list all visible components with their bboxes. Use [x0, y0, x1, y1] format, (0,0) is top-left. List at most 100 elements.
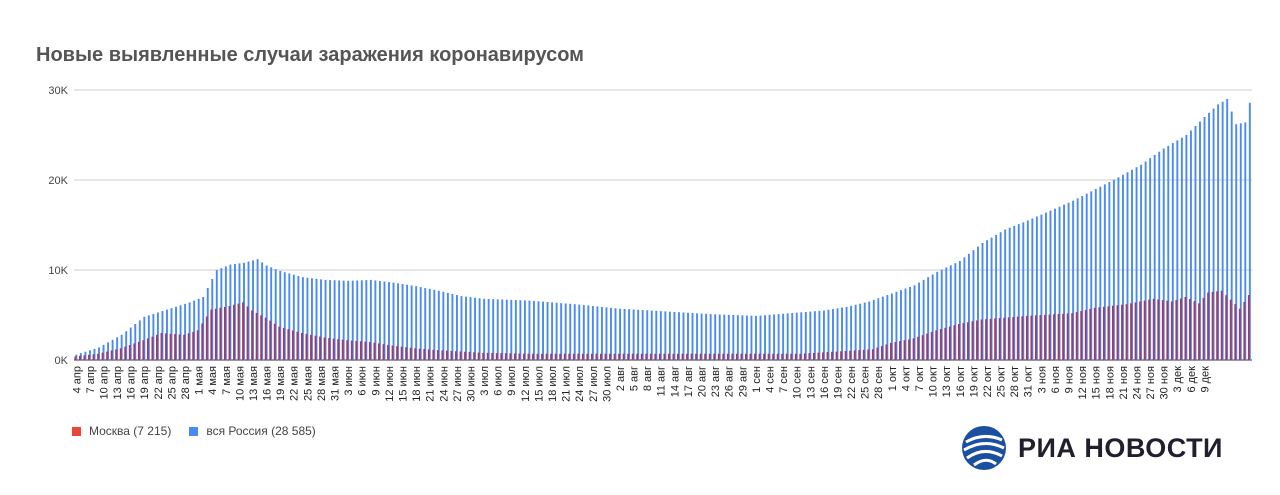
bar-russia	[1135, 167, 1138, 360]
bar-moscow	[785, 353, 788, 360]
bar-russia	[990, 237, 993, 360]
x-tick-label: 30 июл	[601, 366, 613, 402]
y-tick-label: 30K	[48, 85, 68, 97]
bar-moscow	[459, 351, 462, 360]
bar-moscow	[1148, 299, 1151, 360]
bar-russia	[179, 305, 182, 360]
bar-russia	[542, 301, 544, 360]
bar-russia	[822, 310, 825, 360]
bar-russia	[1054, 208, 1056, 360]
bar-moscow	[210, 309, 213, 360]
bar-russia	[881, 296, 884, 360]
bar-moscow	[378, 343, 380, 360]
bar-russia	[1076, 198, 1079, 360]
bar-moscow	[233, 304, 235, 360]
bar-russia	[1153, 154, 1156, 360]
bar-russia	[868, 301, 871, 360]
bar-moscow	[1130, 303, 1133, 360]
bar-moscow	[178, 334, 181, 360]
bar-moscow	[640, 353, 643, 360]
bar-russia	[129, 327, 132, 360]
bar-russia	[578, 304, 581, 360]
bar-russia	[1230, 111, 1233, 360]
legend-item-moscow: Москва (7 215)	[72, 424, 171, 438]
x-tick-label: 27 июл	[588, 366, 600, 402]
bar-moscow	[717, 353, 720, 360]
bar-russia	[270, 267, 273, 360]
bar-moscow	[586, 353, 589, 360]
x-tick-label: 6 июн	[357, 366, 369, 396]
bar-russia	[650, 310, 653, 360]
bar-russia	[986, 240, 988, 360]
y-tick-label: 10K	[48, 265, 68, 277]
bar-moscow	[1243, 301, 1246, 360]
bar-moscow	[921, 335, 924, 360]
bar-russia	[474, 297, 477, 360]
bar-moscow	[269, 320, 272, 360]
x-tick-label: 4 апр	[71, 366, 83, 393]
bar-moscow	[1084, 309, 1087, 360]
bar-russia	[1149, 158, 1152, 360]
bar-moscow	[427, 349, 430, 360]
bar-russia	[383, 281, 386, 360]
bar-moscow	[971, 321, 974, 360]
bar-russia	[591, 306, 594, 360]
bar-moscow	[967, 322, 969, 360]
x-tick-label: 22 мая	[289, 366, 301, 401]
bar-russia	[483, 298, 486, 360]
bar-moscow	[1143, 300, 1146, 360]
bar-russia	[1194, 126, 1197, 360]
bar-moscow	[418, 348, 421, 360]
bar-moscow	[654, 353, 657, 360]
bar-moscow	[790, 353, 793, 360]
bar-russia	[750, 315, 753, 360]
bar-russia	[455, 295, 458, 360]
bar-moscow	[387, 344, 389, 360]
bar-russia	[859, 303, 862, 360]
bar-moscow	[781, 353, 784, 360]
bar-moscow	[695, 353, 698, 360]
x-tick-label: 6 дек	[1186, 366, 1198, 393]
x-tick-label: 19 мая	[275, 366, 287, 401]
bar-moscow	[545, 353, 548, 360]
bar-russia	[759, 315, 762, 360]
bar-russia	[727, 314, 730, 360]
bar-moscow	[246, 306, 249, 360]
bar-moscow	[550, 353, 553, 360]
bar-moscow	[699, 353, 702, 360]
bar-russia	[632, 309, 635, 360]
bar-moscow	[287, 329, 290, 360]
x-tick-label: 25 сен	[860, 366, 872, 399]
x-tick-label: 21 июл	[561, 366, 573, 402]
x-tick-label: 4 мая	[207, 366, 219, 395]
bar-russia	[886, 295, 889, 360]
x-tick-label: 3 ноя	[1036, 366, 1048, 393]
x-tick-label: 28 сен	[873, 366, 885, 399]
bar-russia	[134, 324, 137, 360]
bar-moscow	[115, 349, 118, 360]
bar-russia	[718, 314, 721, 360]
x-tick-label: 24 ноя	[1131, 366, 1143, 399]
bar-russia	[1180, 137, 1183, 360]
bar-moscow	[228, 306, 231, 360]
bar-russia	[1004, 229, 1007, 360]
bar-moscow	[242, 302, 244, 360]
x-tick-label: 29 авг	[737, 366, 749, 397]
bar-moscow	[980, 319, 983, 360]
x-tick-label: 1 сен	[751, 366, 763, 393]
bar-moscow	[600, 353, 602, 360]
bar-moscow	[323, 337, 326, 360]
bar-moscow	[1234, 304, 1237, 360]
ria-globe-icon	[962, 426, 1006, 470]
bar-moscow	[1102, 306, 1105, 360]
bar-moscow	[1161, 300, 1164, 360]
x-tick-label: 21 ноя	[1118, 366, 1130, 399]
bar-russia	[922, 279, 925, 360]
x-tick-label: 7 апр	[85, 366, 97, 393]
x-tick-label: 6 июл	[493, 366, 505, 396]
bar-moscow	[1034, 315, 1037, 360]
bar-moscow	[156, 334, 158, 360]
bar-russia	[111, 339, 114, 360]
bar-moscow	[1121, 304, 1123, 360]
bar-moscow	[708, 353, 711, 360]
